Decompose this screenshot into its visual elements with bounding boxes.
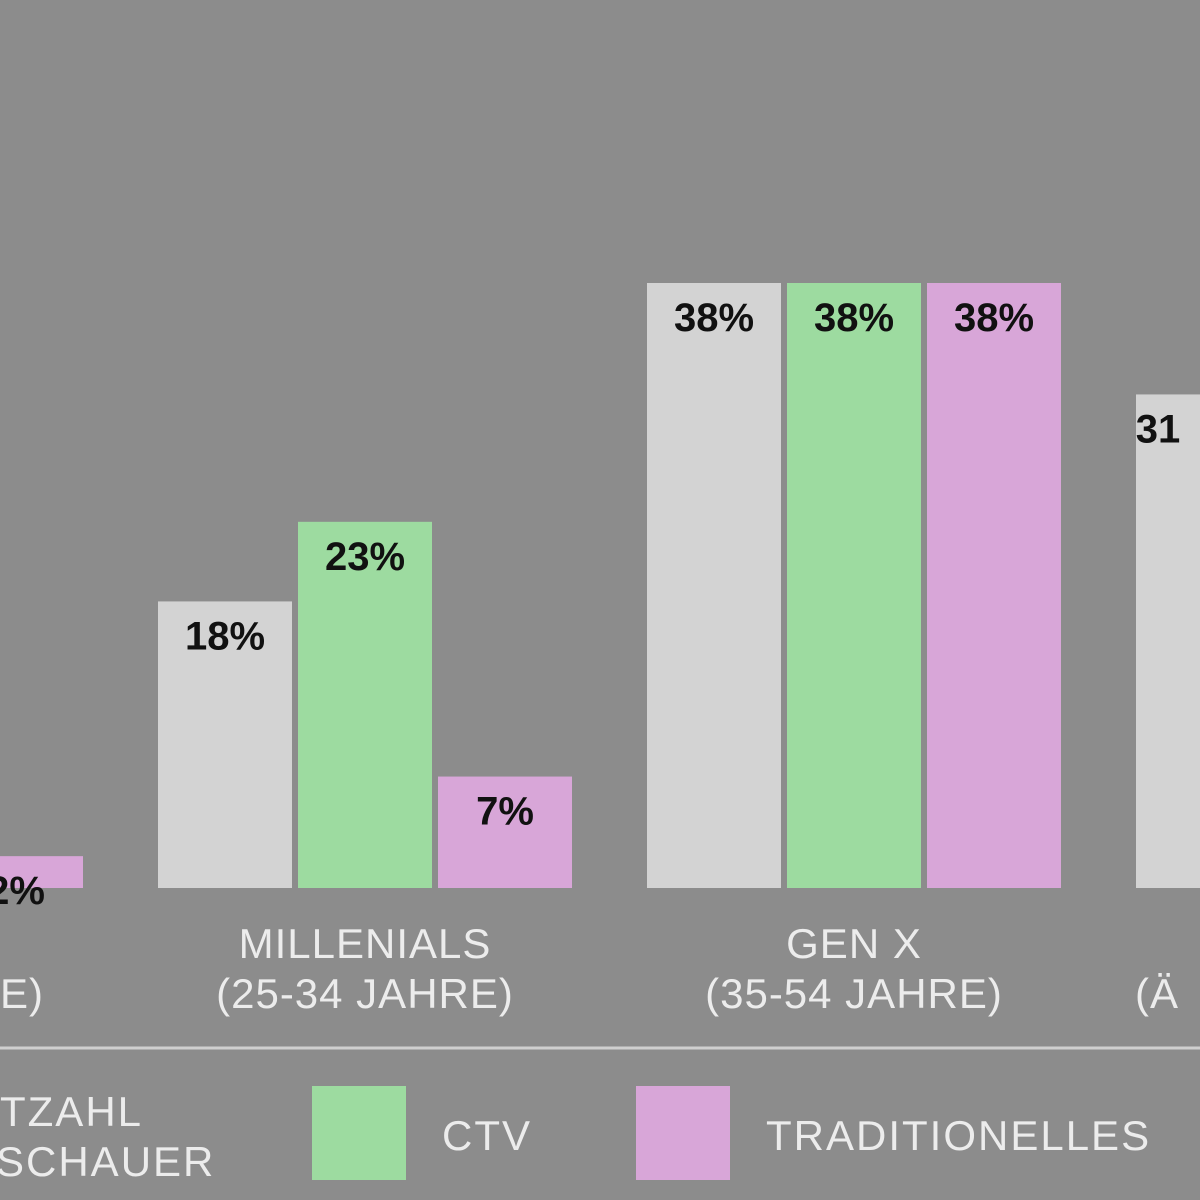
value-label: 2% <box>0 869 45 913</box>
category-label: (25-34 JAHRE) <box>216 970 514 1017</box>
bar <box>1136 394 1200 888</box>
legend-label: CTV <box>442 1112 532 1159</box>
legend-label: SCHAUER <box>0 1138 215 1185</box>
category-label: MILLENIALS <box>239 920 492 967</box>
legend-label: TRADITIONELLES <box>766 1112 1151 1159</box>
bar <box>787 283 921 888</box>
value-label: 38% <box>814 296 894 340</box>
bar <box>927 283 1061 888</box>
bar <box>438 776 572 888</box>
bar <box>0 856 83 888</box>
value-label: 18% <box>185 614 265 658</box>
legend-label: TZAHL <box>0 1088 143 1135</box>
legend-swatch <box>312 1086 406 1180</box>
bar <box>158 601 292 888</box>
category-label: (Ä <box>1135 970 1179 1017</box>
value-label: 38% <box>954 296 1034 340</box>
bar <box>298 521 432 888</box>
value-label: 23% <box>325 535 405 579</box>
value-label: 38% <box>674 296 754 340</box>
value-label: 31 <box>1136 407 1181 451</box>
category-label: E) <box>0 970 44 1017</box>
category-label: (35-54 JAHRE) <box>705 970 1003 1017</box>
legend-swatch <box>636 1086 730 1180</box>
value-label: 7% <box>476 790 534 834</box>
category-label: GEN X <box>786 920 922 967</box>
bar <box>647 283 781 888</box>
